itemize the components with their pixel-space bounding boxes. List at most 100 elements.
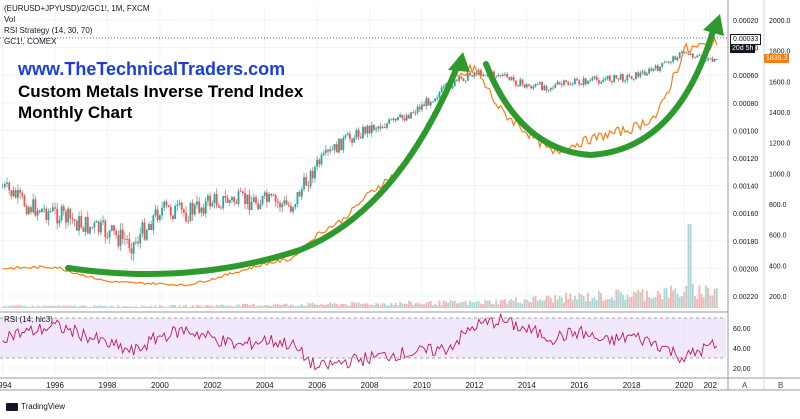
volume-bar — [383, 303, 386, 308]
candle-body — [30, 207, 32, 213]
volume-bar — [261, 305, 264, 308]
candle-body — [458, 76, 461, 81]
volume-bar — [709, 295, 712, 308]
volume-bar — [528, 301, 530, 308]
volume-bar — [246, 303, 249, 308]
candle-body — [593, 76, 596, 78]
candle-body — [200, 207, 203, 213]
candle-body — [624, 80, 626, 82]
volume-bar — [233, 306, 236, 308]
volume-bar — [89, 306, 91, 308]
candle-body — [565, 80, 568, 83]
volume-bar — [58, 305, 61, 308]
volume-bar — [270, 306, 273, 308]
volume-bar — [355, 303, 358, 308]
candle-body — [148, 224, 150, 231]
strategy-label[interactable]: RSI Strategy (14, 30, 70) — [4, 26, 93, 35]
candle-body — [209, 195, 212, 207]
volume-bar — [370, 304, 373, 308]
volume-bar — [235, 305, 238, 308]
candle-body — [36, 210, 39, 216]
volume-bar — [320, 304, 323, 308]
volume-bar — [379, 305, 382, 308]
volume-bar — [547, 295, 550, 308]
volume-bar — [335, 303, 338, 308]
candle-body — [292, 207, 295, 212]
candle-body — [604, 79, 607, 80]
candle-body — [189, 202, 192, 221]
volume-bar — [499, 299, 502, 308]
footer-brand[interactable]: TradingView — [6, 402, 65, 411]
candle-body — [691, 53, 694, 58]
volume-bar — [689, 224, 692, 308]
rsi-label[interactable]: RSI (14, hlc3) — [4, 315, 53, 324]
volume-bar — [298, 305, 301, 308]
candle-body — [711, 58, 714, 62]
website-url: www.TheTechnicalTraders.com — [18, 59, 286, 79]
volume-bar — [694, 296, 696, 308]
vol-label[interactable]: Vol — [4, 15, 16, 24]
volume-bar — [563, 302, 565, 308]
candle-body — [539, 82, 541, 85]
volume-bar — [589, 301, 592, 308]
candle-body — [366, 125, 369, 134]
volume-bar — [576, 299, 578, 308]
candle-body — [124, 238, 126, 240]
overlay-label[interactable]: GC1!, COMEX — [4, 37, 57, 46]
scale-b-button[interactable]: B — [778, 381, 784, 390]
volume-bar — [294, 306, 297, 308]
candle-body — [58, 219, 61, 224]
candle-body — [453, 79, 456, 87]
candle-body — [73, 219, 76, 221]
gold-tick-label: 800.0 — [769, 202, 787, 209]
candle-body — [163, 201, 166, 208]
candle-body — [220, 207, 222, 209]
candle-body — [102, 220, 104, 223]
candle-body — [263, 192, 266, 197]
candle-body — [523, 84, 526, 88]
candle-body — [390, 119, 393, 121]
volume-bar — [290, 304, 292, 308]
main-grid — [0, 6, 726, 308]
scale-a-button[interactable]: A — [742, 381, 748, 390]
candle-body — [405, 115, 408, 121]
volume-bar — [189, 306, 192, 308]
volume-bar — [593, 297, 596, 308]
candle-body — [41, 208, 43, 213]
volume-bar — [622, 294, 624, 308]
volume-bar — [333, 303, 336, 308]
candle-body — [1, 186, 4, 188]
candle-body — [296, 191, 299, 205]
x-tick-label: 2004 — [256, 381, 274, 390]
symbol-line[interactable]: (EURUSD+JPYUSD)/2/GC1!, 1M, FXCM — [4, 4, 150, 13]
candle-body — [113, 225, 115, 231]
candle-body — [705, 60, 707, 62]
candle-body — [429, 101, 432, 106]
candle-body — [6, 182, 8, 185]
volume-bar — [322, 304, 325, 308]
volume-bar — [407, 301, 410, 308]
candle-body — [519, 79, 522, 87]
candle-body — [62, 206, 65, 212]
x-tick-label: 202 — [704, 381, 718, 390]
candle-body — [75, 220, 78, 231]
volume-bar — [578, 293, 581, 308]
volume-bar — [637, 289, 640, 308]
volume-bar — [126, 306, 129, 308]
volume-bar — [676, 293, 679, 308]
candle-body — [154, 209, 157, 216]
volume-bar — [241, 303, 244, 308]
candle-body — [392, 118, 395, 121]
candle-body — [619, 74, 622, 80]
candle-body — [265, 192, 268, 202]
candle-body — [10, 190, 13, 197]
candle-body — [67, 208, 70, 223]
volume-bar — [506, 303, 509, 308]
volume-bar — [359, 304, 362, 308]
volume-bar — [41, 306, 43, 308]
candle-body — [506, 73, 509, 78]
volume-bar — [128, 306, 131, 308]
candle-body — [196, 201, 198, 205]
volume-bar — [318, 305, 321, 308]
candle-body — [233, 197, 236, 203]
